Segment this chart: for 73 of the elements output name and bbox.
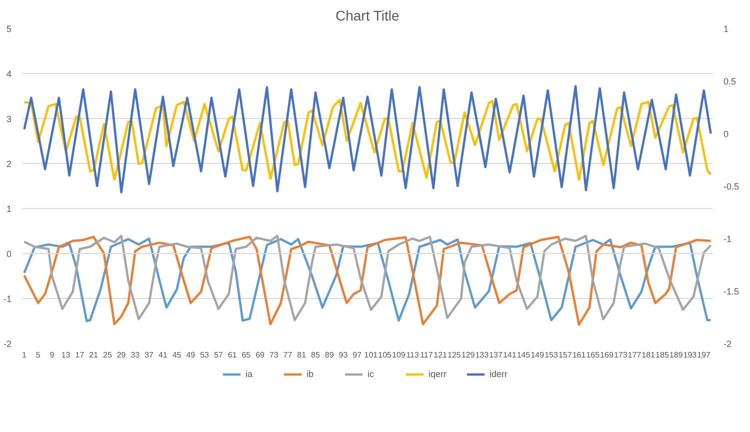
- y-tick-label: -2: [4, 339, 12, 349]
- y-tick-label: 0: [6, 249, 12, 259]
- x-tick-label: 105: [378, 350, 392, 360]
- x-tick-label: 53: [200, 350, 210, 360]
- x-tick-label: 165: [586, 350, 600, 360]
- legend-label: ib: [306, 369, 315, 379]
- x-tick-label: 141: [502, 350, 517, 360]
- x-tick-label: 161: [572, 350, 586, 360]
- x-tick-label: 97: [352, 350, 362, 360]
- line-series: [23, 98, 712, 181]
- y2-tick-label: 1: [724, 24, 729, 34]
- x-tick-label: 109: [392, 350, 406, 360]
- y2-tick-label: 0: [724, 129, 729, 139]
- legend-label: ia: [246, 369, 254, 379]
- y2-tick-label: -2: [724, 339, 732, 349]
- x-tick-label: 25: [103, 350, 112, 360]
- x-tick-label: 37: [144, 350, 154, 360]
- x-tick-label: 41: [158, 350, 168, 360]
- legend-label: iqerr: [428, 369, 448, 379]
- x-tick-label: 173: [614, 350, 628, 360]
- x-tick-label: 73: [269, 350, 279, 360]
- x-tick-label: 9: [50, 350, 55, 360]
- legend-label: ic: [368, 369, 375, 379]
- y2-tick-label: -0.5: [724, 182, 740, 192]
- x-tick-label: 129: [461, 350, 476, 360]
- x-tick-label: 117: [420, 350, 434, 360]
- x-tick-label: 177: [628, 350, 642, 360]
- chart-title: Chart Title: [335, 8, 400, 24]
- x-tick-label: 93: [338, 350, 348, 360]
- x-tick-label: 57: [214, 350, 224, 360]
- x-tick-label: 17: [75, 350, 85, 360]
- x-tick-label: 101: [364, 350, 378, 360]
- x-tick-label: 49: [186, 350, 196, 360]
- x-tick-label: 149: [530, 350, 545, 360]
- x-tick-label: 145: [516, 350, 531, 360]
- y2-tick-label: -1.5: [724, 286, 740, 296]
- x-tick-label: 21: [89, 350, 99, 360]
- legend-label: iderr: [490, 369, 509, 379]
- x-tick-label: 153: [544, 350, 558, 360]
- x-tick-label: 85: [311, 350, 320, 360]
- y-tick-label: -1: [4, 294, 12, 304]
- x-tick-label: 197: [697, 350, 712, 360]
- x-tick-label: 157: [558, 350, 572, 360]
- x-tick-label: 121: [434, 350, 448, 360]
- y2-tick-label: 0.5: [724, 76, 736, 86]
- x-tick-label: 185: [656, 350, 670, 360]
- x-tick-label: 193: [683, 350, 698, 360]
- x-tick-label: 113: [406, 350, 420, 360]
- y2-tick-label: -1: [724, 234, 732, 244]
- y-tick-label: 2: [6, 159, 12, 169]
- x-tick-label: 69: [256, 350, 266, 360]
- x-tick-label: 1: [22, 350, 28, 360]
- x-tick-label: 181: [642, 350, 656, 360]
- y-tick-label: 1: [6, 204, 12, 214]
- x-tick-label: 33: [130, 350, 140, 360]
- x-tick-label: 5: [36, 350, 41, 360]
- x-tick-label: 189: [669, 350, 684, 360]
- x-tick-label: 89: [324, 350, 334, 360]
- x-tick-label: 137: [489, 350, 504, 360]
- x-tick-label: 81: [297, 350, 307, 360]
- x-tick-label: 29: [116, 350, 126, 360]
- x-tick-label: 61: [228, 350, 238, 360]
- x-tick-label: 45: [172, 350, 182, 360]
- x-tick-label: 169: [600, 350, 614, 360]
- x-tick-label: 125: [448, 350, 462, 360]
- y-tick-label: 3: [6, 114, 12, 124]
- x-tick-label: 65: [242, 350, 252, 360]
- y-tick-label: 4: [6, 69, 12, 79]
- x-tick-label: 133: [475, 350, 490, 360]
- y-tick-label: 5: [6, 24, 12, 34]
- x-tick-label: 77: [283, 350, 293, 360]
- line-series: [23, 85, 712, 194]
- x-tick-label: 13: [61, 350, 71, 360]
